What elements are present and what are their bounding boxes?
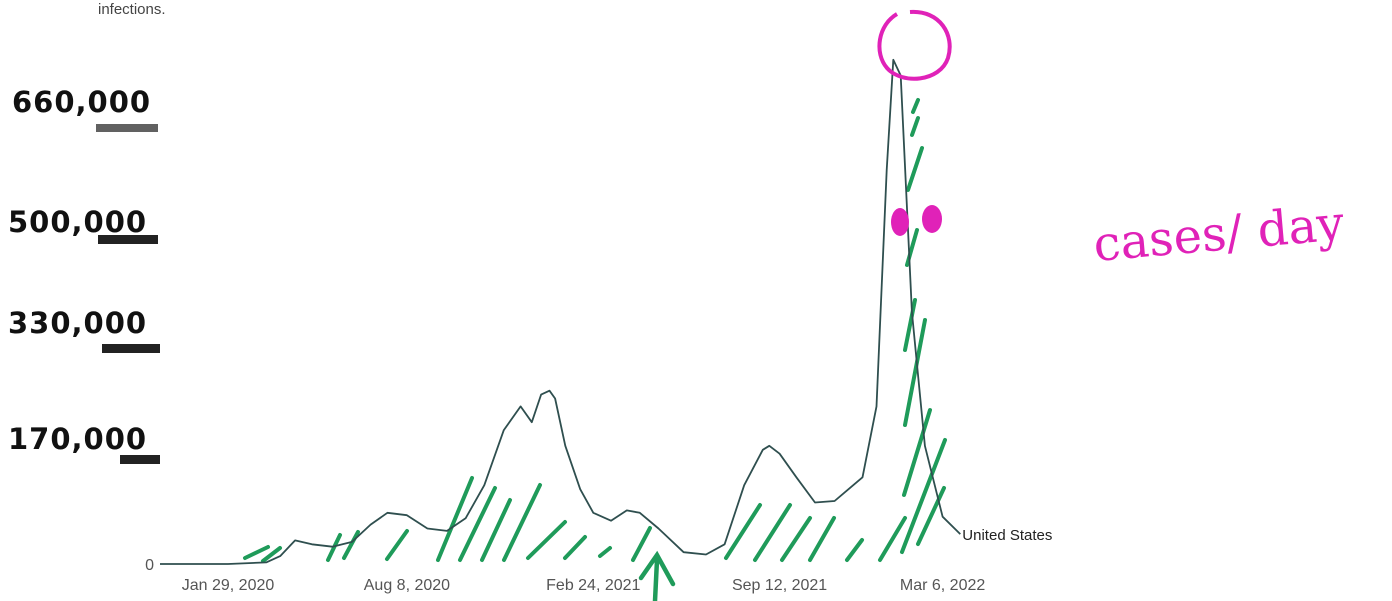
hatch-stroke [458,486,497,562]
hatch-stroke [903,298,917,352]
hatch-stroke [902,408,932,497]
hatch-stroke [526,520,567,560]
x-tick-label: Sep 12, 2021 [732,577,827,594]
hatch-stroke [598,546,612,558]
hatch-stroke [906,146,924,192]
hatch-stroke [342,530,360,560]
hatch-stroke [261,546,282,563]
hatch-stroke [243,545,270,560]
hatch-stroke [326,533,342,562]
y-hand-label-660000: 660,000 [12,85,151,119]
up-arrow-annotation [638,550,676,601]
hatch-stroke [808,516,836,562]
marker-dot-right [922,205,942,233]
hatch-stroke [878,516,907,562]
hatch-stroke [724,503,762,560]
peak-circle-annotation [877,9,952,81]
scribbled-out-tick-labels [96,124,160,464]
hatch-stroke [911,98,920,114]
y-hand-label-170000: 170,000 [8,422,147,456]
hatch-stroke [845,538,864,562]
hatch-stroke [910,116,920,137]
hatch-stroke [916,486,946,546]
x-tick-label: Feb 24, 2021 [546,577,640,594]
chart-caption-fragment: infections. [98,1,166,18]
x-tick-label: Jan 29, 2020 [182,577,275,594]
hatch-stroke [631,526,652,562]
hatch-stroke [753,503,792,562]
hatch-stroke [480,498,512,562]
y-hand-label-500000: 500,000 [8,205,147,239]
y-hand-label-330000: 330,000 [8,306,147,340]
y-tick-label-0: 0 [145,557,154,574]
hatch-stroke [436,476,474,562]
hatch-stroke [903,318,927,427]
x-tick-label: Mar 6, 2022 [900,577,985,594]
x-axis-tick-labels: Jan 29, 2020 Aug 8, 2020 Feb 24, 2021 Se… [182,577,986,594]
handwritten-y-axis-labels: 660,000 500,000 330,000 170,000 [8,85,151,456]
hatch-stroke [780,516,812,562]
series-line-united-states [160,58,961,565]
hatch-stroke [502,483,542,562]
hatch-stroke [900,438,947,554]
handdrawn-hatch-annotation [243,98,947,563]
series-label-united-states: United States [962,527,1052,544]
marker-dot-left [891,208,909,236]
hatch-stroke [385,529,409,561]
x-tick-label: Aug 8, 2020 [364,577,450,594]
hatch-stroke [563,535,587,560]
handwritten-cases-per-day-note: cases/ day [1091,195,1346,273]
